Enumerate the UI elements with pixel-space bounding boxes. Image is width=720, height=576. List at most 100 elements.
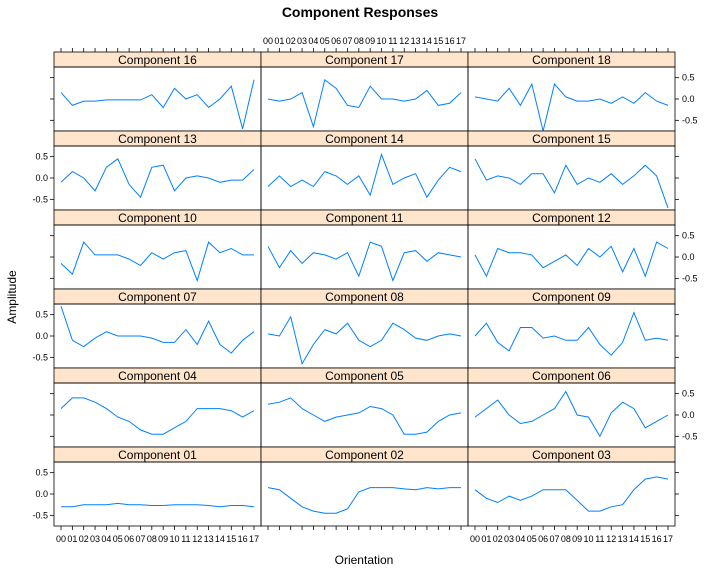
x-tick-label: 03 [504, 534, 514, 544]
panel-strip-label: Component 11 [326, 211, 404, 225]
x-tick-label: 05 [113, 534, 123, 544]
y-tick-label: 0.5 [35, 152, 48, 162]
x-tick-label: 12 [606, 534, 616, 544]
x-tick-label: 04 [308, 36, 318, 46]
panel-frame [260, 145, 469, 211]
x-tick-label: 09 [158, 534, 168, 544]
panel-frame [260, 461, 469, 527]
x-tick-label: 15 [640, 534, 650, 544]
y-tick-label: 0.0 [682, 252, 695, 262]
y-tick-label: 0.5 [682, 231, 695, 241]
panel-strip-label: Component 08 [325, 290, 404, 304]
series-line [60, 305, 255, 354]
panel-frame [260, 66, 469, 132]
y-tick-label: -0.5 [32, 194, 48, 204]
x-tick-label: 15 [433, 36, 443, 46]
x-tick-label: 00 [263, 36, 273, 46]
y-tick-label: 0.0 [35, 331, 48, 341]
series-line [474, 311, 669, 356]
panel-frame [467, 224, 676, 290]
x-tick-label: 16 [445, 36, 455, 46]
y-axis-label: Amplitude [5, 270, 19, 324]
panel-frame [467, 461, 676, 527]
panel-strip-label: Component 05 [325, 369, 404, 383]
series-line [267, 397, 462, 435]
panel-strip-label: Component 06 [532, 369, 611, 383]
x-tick-label: 04 [101, 534, 111, 544]
panel-strip-label: Component 17 [325, 53, 404, 67]
y-tick-label: -0.5 [682, 431, 698, 441]
y-tick-label: 0.5 [35, 310, 48, 320]
x-tick-label: 03 [90, 534, 100, 544]
series-line [60, 79, 255, 130]
x-tick-label: 17 [663, 534, 673, 544]
panel-frame [467, 382, 676, 448]
y-tick-label: -0.5 [32, 510, 48, 520]
panel-frame [53, 303, 262, 369]
panel-strip-label: Component 15 [532, 132, 611, 146]
panel-frame [260, 382, 469, 448]
x-tick-label: 13 [204, 534, 214, 544]
x-tick-label: 11 [388, 36, 397, 46]
x-tick-label: 16 [238, 534, 248, 544]
y-tick-label: 0.5 [682, 389, 695, 399]
series-line [60, 158, 255, 199]
chart-title: Component Responses [282, 4, 439, 20]
x-tick-label: 14 [215, 534, 225, 544]
x-tick-label: 17 [249, 534, 259, 544]
series-line [267, 78, 462, 129]
series-line [267, 152, 462, 199]
x-tick-label: 02 [286, 36, 296, 46]
series-line [61, 502, 255, 508]
panel-strip-label: Component 03 [532, 448, 611, 462]
x-tick-label: 07 [135, 534, 145, 544]
x-tick-label: 09 [365, 36, 375, 46]
y-tick-label: -0.5 [682, 115, 698, 125]
x-tick-label: 16 [652, 534, 662, 544]
x-tick-label: 10 [584, 534, 594, 544]
y-tick-label: 0.0 [35, 173, 48, 183]
series-line [267, 241, 462, 282]
x-tick-label: 06 [538, 534, 548, 544]
x-tick-label: 03 [297, 36, 307, 46]
y-tick-label: -0.5 [682, 273, 698, 283]
x-tick-label: 10 [377, 36, 387, 46]
panel-frame [53, 145, 262, 211]
x-tick-label: 04 [515, 534, 525, 544]
x-tick-label: 07 [342, 36, 352, 46]
x-tick-label: 02 [79, 534, 89, 544]
series-line [474, 158, 669, 209]
x-tick-label: 10 [170, 534, 180, 544]
x-tick-label: 12 [192, 534, 202, 544]
y-tick-label: 0.5 [682, 73, 695, 83]
series-line [60, 241, 254, 283]
x-tick-label: 00 [470, 534, 480, 544]
x-tick-label: 08 [354, 36, 364, 46]
x-tick-label: 12 [399, 36, 409, 46]
x-tick-label: 15 [226, 534, 236, 544]
panel-frame [53, 382, 262, 448]
y-tick-label: 0.0 [35, 489, 48, 499]
x-tick-label: 00 [56, 534, 66, 544]
x-tick-label: 07 [549, 534, 559, 544]
panel-frame [53, 66, 262, 132]
panel-strip-label: Component 01 [118, 448, 197, 462]
x-tick-label: 08 [147, 534, 157, 544]
panel-strip-label: Component 13 [118, 132, 197, 146]
x-tick-label: 13 [411, 36, 421, 46]
panel-frame [53, 224, 262, 290]
series-line [60, 397, 255, 435]
panel-frame [260, 224, 469, 290]
series-line [267, 315, 462, 366]
x-tick-label: 05 [527, 534, 537, 544]
panel-strip-label: Component 16 [118, 53, 197, 67]
x-tick-label: 14 [422, 36, 432, 46]
x-axis-label: Orientation [335, 553, 394, 567]
series-line [474, 82, 669, 132]
x-tick-label: 09 [572, 534, 582, 544]
panel-strip-label: Component 09 [532, 290, 611, 304]
x-tick-label: 01 [274, 36, 284, 46]
series-line [474, 241, 669, 278]
panel-strip-label: Component 02 [325, 448, 404, 462]
